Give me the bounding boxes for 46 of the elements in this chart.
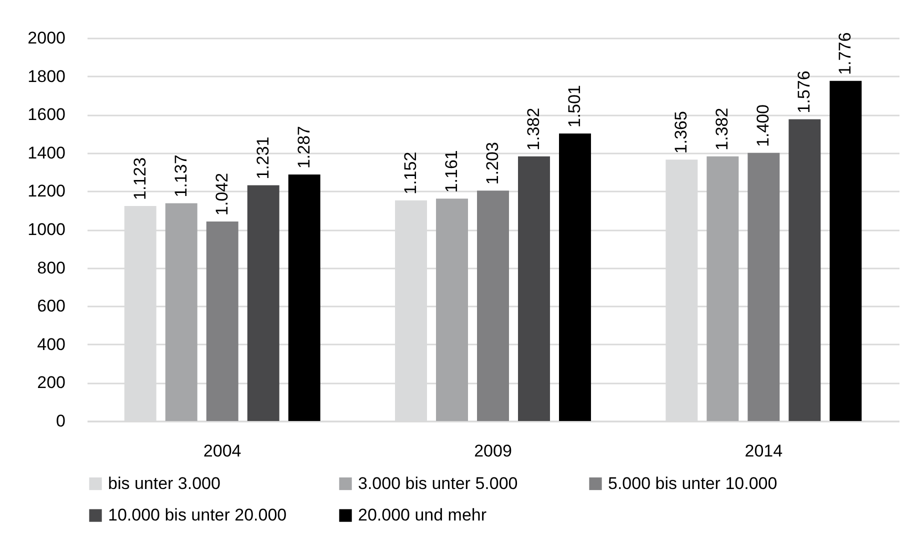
y-tick-label: 1200 [28, 182, 66, 201]
data-label: 1.382 [712, 108, 732, 150]
x-tick-label: 2004 [203, 442, 242, 460]
y-tick-label: 600 [37, 296, 66, 316]
y-tick-label: 2000 [28, 28, 66, 48]
legend-label: 20.000 und mehr [358, 506, 487, 524]
data-label: 1.152 [401, 152, 420, 194]
y-tick-label: 0 [56, 412, 66, 430]
bar [206, 221, 238, 421]
legend-label: 10.000 bis unter 20.000 [108, 506, 287, 524]
y-tick-label: 800 [37, 258, 66, 278]
data-label: 1.576 [794, 70, 814, 114]
bar [830, 80, 862, 421]
data-label: 1.231 [253, 136, 272, 180]
legend-label: 3.000 bis unter 5.000 [358, 474, 518, 493]
bar [748, 152, 780, 421]
bar [706, 156, 739, 421]
y-tick-label: 200 [37, 373, 66, 392]
x-tick-label: 2009 [474, 442, 512, 460]
bar [165, 203, 198, 421]
data-label: 1.042 [212, 172, 232, 216]
y-tick-label: 1600 [28, 105, 66, 124]
bar [518, 156, 550, 421]
bar [247, 185, 280, 421]
data-label: 1.501 [564, 85, 584, 128]
data-label: 1.203 [483, 142, 502, 185]
data-label: 1.287 [294, 126, 314, 169]
x-tick-label: 2014 [744, 442, 783, 460]
bar [288, 174, 320, 421]
data-label: 1.400 [754, 104, 773, 147]
legend-label: 5.000 bis unter 10.000 [608, 474, 778, 493]
bar [436, 198, 468, 421]
bar [559, 134, 591, 421]
bar [477, 190, 509, 421]
legend-label: bis unter 3.000 [108, 474, 220, 493]
y-tick-label: 1000 [28, 220, 66, 239]
y-tick-label: 1800 [28, 66, 66, 86]
data-label: 1.365 [672, 111, 691, 154]
y-tick-label: 1400 [28, 143, 66, 162]
data-label: 1.161 [442, 150, 462, 193]
data-label: 1.137 [171, 154, 190, 198]
y-tick-label: 400 [37, 334, 66, 354]
data-label: 1.382 [524, 108, 543, 150]
data-label: 1.776 [836, 32, 855, 75]
bar [788, 119, 821, 421]
data-label: 1.123 [130, 157, 150, 200]
